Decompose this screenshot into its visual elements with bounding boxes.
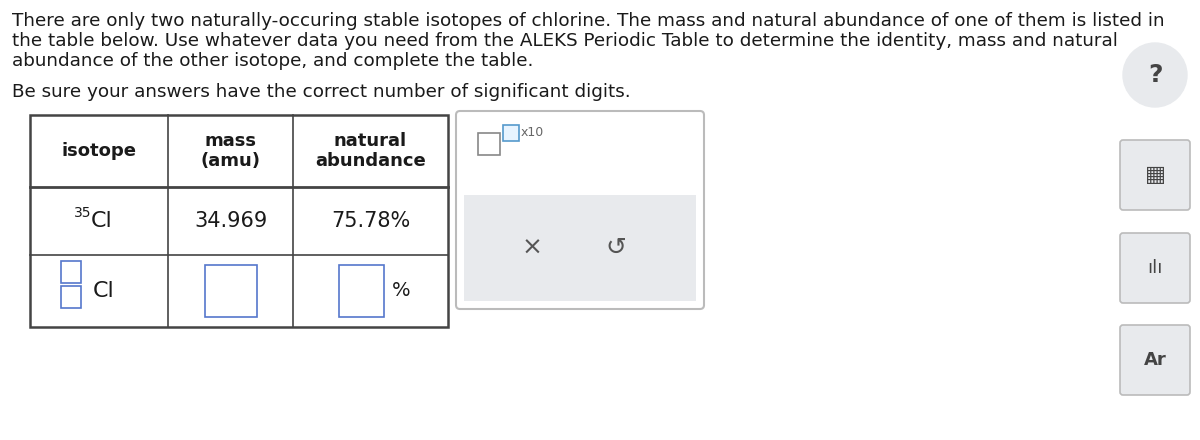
Bar — [464, 119, 696, 195]
Text: ?: ? — [1147, 63, 1163, 87]
Bar — [61, 261, 82, 283]
FancyBboxPatch shape — [1120, 233, 1190, 303]
Text: %: % — [391, 282, 410, 301]
Text: Be sure your answers have the correct number of significant digits.: Be sure your answers have the correct nu… — [12, 83, 631, 101]
Text: ↺: ↺ — [606, 236, 626, 260]
Text: 35: 35 — [73, 206, 91, 220]
Bar — [204, 265, 257, 317]
Text: ılı: ılı — [1147, 259, 1163, 277]
FancyBboxPatch shape — [1120, 325, 1190, 395]
Bar — [338, 265, 384, 317]
Text: x10: x10 — [521, 126, 545, 139]
Bar — [503, 125, 520, 141]
Text: ▦: ▦ — [1145, 165, 1165, 185]
Bar — [30, 115, 448, 327]
Text: Cl: Cl — [94, 281, 115, 301]
Text: 34.969: 34.969 — [194, 211, 268, 231]
Text: Cl: Cl — [91, 211, 113, 231]
Text: isotope: isotope — [61, 142, 137, 160]
Text: ×: × — [522, 236, 542, 260]
Bar — [464, 195, 696, 301]
Text: natural
abundance: natural abundance — [316, 132, 426, 170]
Text: mass
(amu): mass (amu) — [200, 132, 260, 170]
Text: 75.78%: 75.78% — [331, 211, 410, 231]
Text: the table below. Use whatever data you need from the ALEKS Periodic Table to det: the table below. Use whatever data you n… — [12, 32, 1118, 50]
FancyBboxPatch shape — [456, 111, 704, 309]
FancyBboxPatch shape — [1120, 140, 1190, 210]
Circle shape — [1123, 43, 1187, 107]
Text: Ar: Ar — [1144, 351, 1166, 369]
Bar — [61, 286, 82, 308]
Text: There are only two naturally-occuring stable isotopes of chlorine. The mass and : There are only two naturally-occuring st… — [12, 12, 1165, 30]
Bar — [478, 133, 500, 155]
Text: abundance of the other isotope, and complete the table.: abundance of the other isotope, and comp… — [12, 52, 533, 70]
